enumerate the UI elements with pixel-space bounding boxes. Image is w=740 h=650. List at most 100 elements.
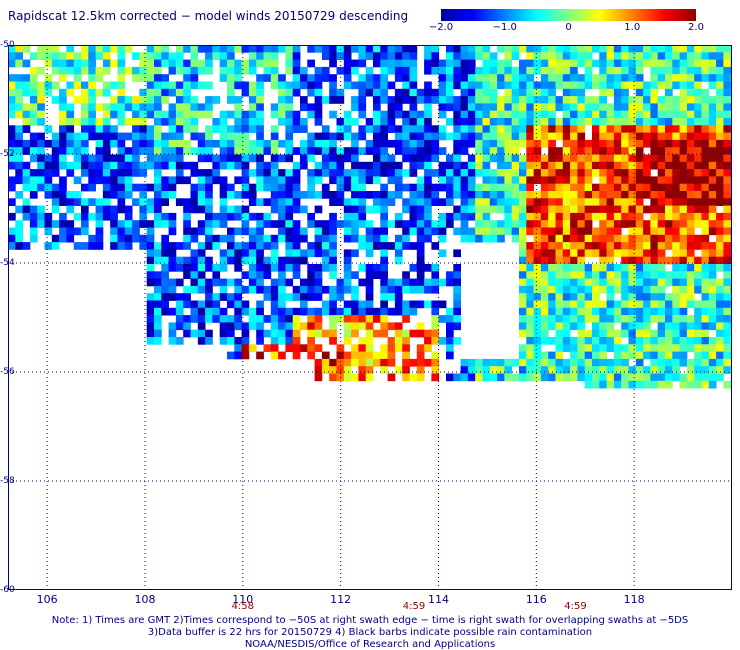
wind-difference-cell bbox=[628, 183, 637, 192]
wind-difference-cell bbox=[606, 176, 615, 185]
wind-difference-cell bbox=[540, 103, 549, 112]
wind-difference-cell bbox=[548, 66, 556, 75]
wind-difference-cell bbox=[139, 125, 148, 133]
wind-difference-cell bbox=[519, 329, 527, 338]
wind-difference-cell bbox=[701, 176, 710, 185]
wind-difference-cell bbox=[446, 169, 454, 177]
wind-difference-cell bbox=[132, 234, 140, 243]
wind-difference-cell bbox=[716, 169, 724, 177]
wind-difference-cell bbox=[175, 154, 184, 163]
wind-difference-cell bbox=[161, 234, 169, 243]
wind-difference-cell bbox=[66, 205, 75, 214]
wind-difference-cell bbox=[59, 66, 67, 75]
wind-difference-cell bbox=[154, 285, 162, 294]
wind-difference-cell bbox=[190, 103, 199, 112]
wind-difference-cell bbox=[672, 154, 680, 163]
wind-difference-cell bbox=[394, 191, 403, 199]
wind-difference-cell bbox=[679, 293, 688, 301]
wind-difference-cell bbox=[657, 373, 666, 382]
wind-difference-cell bbox=[117, 242, 126, 250]
wind-difference-cell bbox=[154, 139, 162, 148]
wind-difference-cell bbox=[205, 110, 213, 119]
wind-difference-cell bbox=[497, 373, 505, 382]
wind-difference-cell bbox=[351, 45, 359, 53]
wind-difference-cell bbox=[716, 183, 724, 192]
wind-difference-cell bbox=[643, 59, 651, 68]
wind-difference-cell bbox=[190, 45, 199, 53]
wind-difference-cell bbox=[402, 285, 410, 294]
wind-difference-cell bbox=[351, 351, 359, 360]
wind-difference-cell bbox=[621, 366, 629, 374]
wind-difference-cell bbox=[59, 154, 67, 163]
wind-difference-cell bbox=[548, 198, 556, 206]
wind-difference-cell bbox=[329, 337, 337, 345]
wind-difference-cell bbox=[190, 315, 199, 323]
wind-difference-cell bbox=[321, 147, 330, 155]
wind-difference-cell bbox=[526, 147, 534, 155]
wind-difference-cell bbox=[613, 366, 622, 374]
wind-difference-cell bbox=[402, 45, 410, 53]
wind-difference-cell bbox=[533, 81, 542, 90]
wind-difference-cell bbox=[197, 285, 206, 294]
wind-difference-cell bbox=[723, 366, 732, 374]
wind-difference-cell bbox=[657, 271, 666, 279]
wind-difference-cell bbox=[168, 110, 177, 119]
wind-difference-cell bbox=[139, 59, 148, 68]
wind-difference-cell bbox=[263, 285, 272, 294]
wind-difference-cell bbox=[650, 366, 659, 374]
wind-difference-cell bbox=[234, 285, 242, 294]
wind-difference-cell bbox=[373, 52, 381, 60]
wind-difference-cell bbox=[95, 169, 104, 177]
wind-difference-cell bbox=[132, 183, 140, 192]
wind-difference-cell bbox=[723, 66, 732, 75]
wind-difference-cell bbox=[51, 242, 60, 250]
wind-difference-cell bbox=[431, 329, 440, 338]
wind-difference-cell bbox=[292, 125, 301, 133]
wind-difference-cell bbox=[533, 125, 542, 133]
wind-difference-cell bbox=[102, 161, 111, 170]
wind-difference-cell bbox=[394, 161, 403, 170]
wind-difference-cell bbox=[358, 132, 367, 141]
longitude-label: 110 bbox=[232, 593, 254, 606]
wind-difference-cell bbox=[205, 256, 213, 265]
wind-difference-cell bbox=[285, 256, 294, 265]
wind-difference-cell bbox=[723, 169, 732, 177]
wind-difference-cell bbox=[205, 96, 213, 104]
wind-difference-cell bbox=[592, 278, 600, 287]
wind-difference-cell bbox=[88, 118, 96, 126]
wind-difference-cell bbox=[205, 176, 213, 185]
wind-difference-cell bbox=[613, 118, 622, 126]
wind-difference-cell bbox=[321, 191, 330, 199]
wind-difference-cell bbox=[592, 132, 600, 141]
wind-difference-cell bbox=[504, 198, 513, 206]
wind-difference-cell bbox=[686, 264, 695, 272]
wind-difference-cell bbox=[519, 322, 527, 331]
wind-difference-cell bbox=[154, 125, 162, 133]
wind-difference-cell bbox=[694, 81, 702, 90]
wind-difference-cell bbox=[519, 212, 527, 221]
wind-difference-cell bbox=[102, 191, 111, 199]
wind-difference-cell bbox=[555, 366, 564, 374]
wind-difference-cell bbox=[635, 45, 644, 53]
wind-difference-cell bbox=[701, 351, 710, 360]
wind-difference-cell bbox=[635, 191, 644, 199]
wind-difference-cell bbox=[679, 212, 688, 221]
wind-difference-cell bbox=[358, 351, 367, 360]
wind-difference-cell bbox=[548, 96, 556, 104]
wind-difference-cell bbox=[650, 125, 659, 133]
wind-difference-cell bbox=[161, 118, 169, 126]
wind-difference-cell bbox=[168, 285, 177, 294]
wind-difference-cell bbox=[562, 52, 571, 60]
wind-difference-cell bbox=[628, 169, 637, 177]
wind-difference-cell bbox=[343, 74, 352, 82]
wind-difference-cell bbox=[701, 285, 710, 294]
wind-difference-cell bbox=[475, 96, 483, 104]
wind-difference-cell bbox=[679, 161, 688, 170]
wind-difference-cell bbox=[321, 161, 330, 170]
wind-difference-cell bbox=[248, 183, 257, 192]
wind-difference-cell bbox=[599, 132, 607, 141]
wind-difference-cell bbox=[431, 125, 440, 133]
wind-difference-cell bbox=[365, 74, 374, 82]
wind-difference-cell bbox=[373, 110, 381, 119]
wind-difference-cell bbox=[708, 205, 717, 214]
